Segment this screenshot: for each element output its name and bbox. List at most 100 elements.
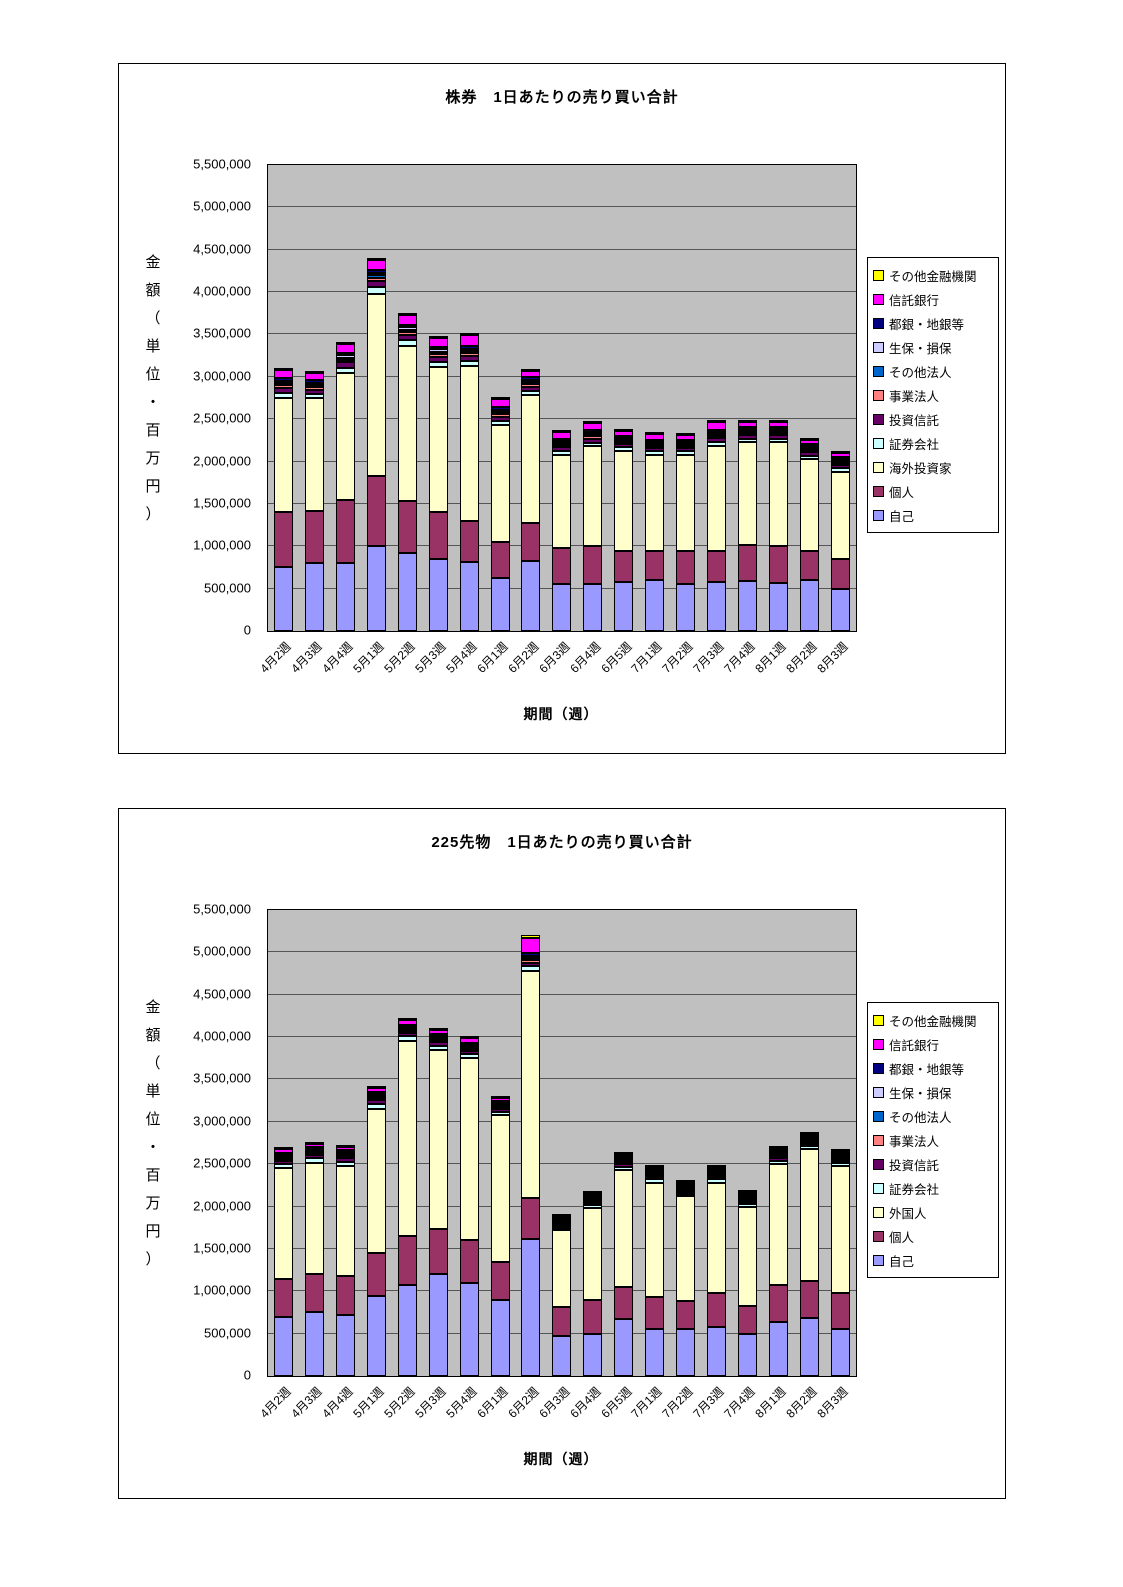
bar-segment [707,1179,727,1183]
bar-segment [768,1158,788,1161]
bar-segment [583,1198,603,1201]
bar-segment [459,351,479,354]
bar-segment [428,1038,448,1041]
bar-segment [335,359,355,363]
y-tick-label: 4,500,000 [193,241,251,257]
legend-item: 生保・損保 [872,1080,994,1104]
y-axis-tick-labels: 0 500,000 1,000,000 1,500,000 2,000,000 2,500… [149,157,259,638]
bar-segment [614,1170,634,1288]
bar-segment [428,356,448,362]
legend-swatch [873,317,884,329]
bar-segment [304,510,324,564]
bar-segment [676,1328,696,1376]
x-tick-label: 6月3週 [535,1384,573,1421]
bar-segment [614,435,634,438]
bar-segment [799,1137,819,1140]
x-tick-label: 4月3週 [288,639,325,676]
bars-layer [268,910,856,1376]
bar-segment [645,1297,665,1329]
bar-segment [490,1261,510,1300]
bar-segment [614,1287,634,1320]
x-tick-label: 8月2週 [783,1384,820,1421]
bar-segment [366,1109,386,1254]
bar-segment [335,342,355,345]
legend-item: 証券会社 [872,431,994,455]
bar-segment [428,336,448,339]
legend-item: 信託銀行 [872,1032,994,1056]
stacked-bar [768,910,788,1376]
chart-title: 株券 1日あたりの売り買い合計 [445,89,679,106]
y-tick-label: 5,000,000 [193,198,251,214]
bar-segment [273,367,293,370]
bar-segment [335,1315,355,1376]
bar-segment [738,581,758,631]
stacked-bar [397,910,417,1376]
bar-segment [552,442,572,445]
bar-segment [645,451,665,455]
bar-segment [428,1040,448,1043]
bar-segment [335,355,355,358]
bar-segment [335,344,355,353]
stacked-bar [799,165,819,631]
bar-segment [335,563,355,631]
stock-chart-frame: 株券 1日あたりの売り買い合計 金額 （ 単位・百万円 ） 0 500,000 1,000… [118,63,1006,754]
bar-segment [273,567,293,631]
bar-segment [304,1154,324,1159]
legend-label: 生保・損保 [889,341,952,356]
stacked-bar [645,910,665,1376]
x-tick-label: 5月3週 [412,639,449,676]
bar-segment [614,581,634,631]
bar-segment [676,444,696,447]
bar-segment [614,450,634,551]
bar-segment [273,1147,293,1150]
y-tick-label: 1,500,000 [193,495,251,511]
bar-segment [614,1160,634,1163]
bar-segment [768,1145,788,1148]
bar-segment [273,1154,293,1157]
bar-segment [583,420,603,423]
bar-segment [830,1160,850,1163]
legend-item: 個人 [872,479,994,503]
x-tick-label: 8月3週 [814,1384,851,1421]
legend-item: 投資信託 [872,407,994,431]
x-tick-label: 5月1週 [350,1384,387,1421]
bar-segment [614,447,634,451]
bar-segment [738,1198,758,1201]
bar-segment [707,581,727,631]
bar-segment [583,1192,603,1195]
bar-segment [273,1156,293,1159]
stacked-bar [335,910,355,1376]
bar-segment [273,392,293,399]
bar-segment [768,442,788,547]
bar-segment [366,277,386,282]
x-tick-label: 6月4週 [566,1384,604,1421]
bar-segment [459,1048,479,1051]
legend-swatch [873,1134,884,1146]
bar-segment [304,389,324,394]
bar-segment [459,1042,479,1045]
bar-segment [645,440,665,443]
bar-segment [645,442,665,445]
bar-segment [397,324,417,328]
bar-segment [799,452,819,456]
bar-segment [552,547,572,585]
y-tick-label: 4,500,000 [193,986,251,1002]
bar-segment [830,1328,850,1376]
gridline [268,248,856,250]
bar-segment [366,546,386,631]
stacked-bar [397,165,417,631]
legend-swatch [873,413,884,425]
bar-segment [552,451,572,455]
x-tick-label: 4月2週 [257,639,294,676]
bar-segment [583,438,603,443]
bar-segment [335,499,355,564]
bar-segment [768,1150,788,1153]
bar-segment [335,367,355,373]
bar-segment [799,438,819,441]
bar-segment [738,420,758,423]
bar-segment [676,1183,696,1186]
legend-label: その他法人 [889,365,952,380]
bar-segment [397,1030,417,1033]
bar-segment [552,1336,572,1376]
bar-segment [614,1164,634,1167]
